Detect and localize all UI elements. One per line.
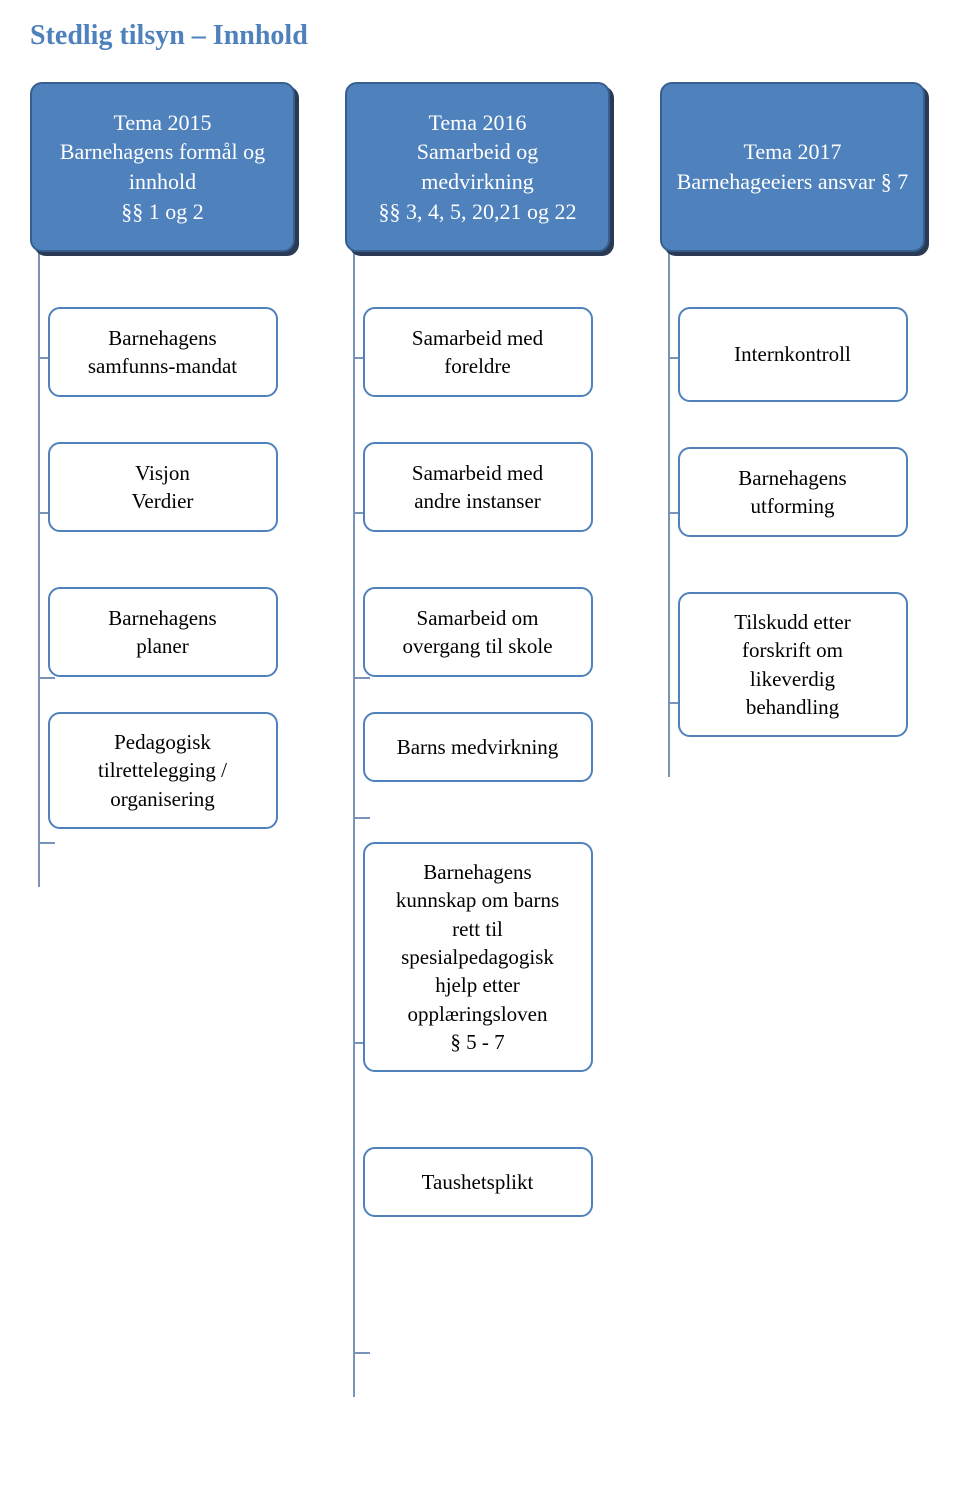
box-line: samfunns-mandat	[88, 352, 237, 380]
column-tema-2016: Tema 2016 Samarbeid og medvirkning §§ 3,…	[345, 82, 610, 1262]
org-diagram: Tema 2015 Barnehagens formål og innhold …	[30, 82, 930, 1462]
column-tema-2015: Tema 2015 Barnehagens formål og innhold …	[30, 82, 295, 1262]
box-internkontroll: Internkontroll	[678, 307, 908, 402]
header-line: Samarbeid og medvirkning	[361, 137, 594, 196]
box-line: spesialpedagogisk	[401, 943, 554, 971]
box-line: forskrift om	[742, 636, 843, 664]
box-barnehagens-utforming: Barnehagens utforming	[678, 447, 908, 537]
header-tema-2017: Tema 2017 Barnehageeiers ansvar § 7	[660, 82, 925, 252]
box-line: Barnehagens	[423, 858, 531, 886]
box-barnehagens-planer: Barnehagens planer	[48, 587, 278, 677]
box-line: Samarbeid med	[412, 459, 543, 487]
box-line: Taushetsplikt	[422, 1168, 534, 1196]
box-pedagogisk-tilrettelegging: Pedagogisk tilrettelegging / organiserin…	[48, 712, 278, 829]
column-tema-2017: Tema 2017 Barnehageeiers ansvar § 7 Inte…	[660, 82, 925, 1262]
box-line: behandling	[746, 693, 839, 721]
box-line: kunnskap om barns	[396, 886, 559, 914]
box-line: Pedagogisk	[114, 728, 211, 756]
header-line: §§ 3, 4, 5, 20,21 og 22	[379, 197, 577, 227]
box-line: Samarbeid om	[417, 604, 539, 632]
box-line: Barnehagens	[738, 464, 846, 492]
box-line: § 5 - 7	[450, 1028, 504, 1056]
box-line: Samarbeid med	[412, 324, 543, 352]
box-line: hjelp etter	[435, 971, 520, 999]
header-line: Barnehageeiers ansvar § 7	[677, 167, 909, 197]
box-kunnskap-spesialpedagogisk: Barnehagens kunnskap om barns rett til s…	[363, 842, 593, 1072]
header-tema-2016: Tema 2016 Samarbeid og medvirkning §§ 3,…	[345, 82, 610, 252]
box-line: Barnehagens	[108, 604, 216, 632]
box-line: planer	[136, 632, 188, 660]
box-line: foreldre	[444, 352, 510, 380]
box-line: overgang til skole	[402, 632, 552, 660]
box-line: Visjon	[135, 459, 190, 487]
box-line: rett til	[452, 915, 503, 943]
box-samarbeid-foreldre: Samarbeid med foreldre	[363, 307, 593, 397]
box-visjon-verdier: Visjon Verdier	[48, 442, 278, 532]
box-line: tilrettelegging /	[98, 756, 227, 784]
box-line: Barns medvirkning	[397, 733, 559, 761]
box-samarbeid-instanser: Samarbeid med andre instanser	[363, 442, 593, 532]
page-title: Stedlig tilsyn – Innhold	[30, 20, 930, 52]
box-samfunns-mandat: Barnehagens samfunns-mandat	[48, 307, 278, 397]
box-line: utforming	[751, 492, 835, 520]
box-tilskudd-forskrift: Tilskudd etter forskrift om likeverdig b…	[678, 592, 908, 737]
box-line: Internkontroll	[734, 340, 851, 368]
header-tema-2015: Tema 2015 Barnehagens formål og innhold …	[30, 82, 295, 252]
box-taushetsplikt: Taushetsplikt	[363, 1147, 593, 1217]
box-line: Verdier	[132, 487, 194, 515]
box-samarbeid-overgang: Samarbeid om overgang til skole	[363, 587, 593, 677]
header-line: Tema 2017	[743, 137, 841, 167]
box-line: likeverdig	[750, 665, 835, 693]
header-line: Tema 2016	[428, 108, 526, 138]
header-line: Barnehagens formål og innhold	[46, 137, 279, 196]
box-line: Tilskudd etter	[734, 608, 850, 636]
box-line: organisering	[110, 785, 215, 813]
box-barns-medvirkning: Barns medvirkning	[363, 712, 593, 782]
header-line: §§ 1 og 2	[121, 197, 204, 227]
box-line: andre instanser	[414, 487, 541, 515]
header-line: Tema 2015	[113, 108, 211, 138]
box-line: Barnehagens	[108, 324, 216, 352]
box-line: opplæringsloven	[408, 1000, 548, 1028]
